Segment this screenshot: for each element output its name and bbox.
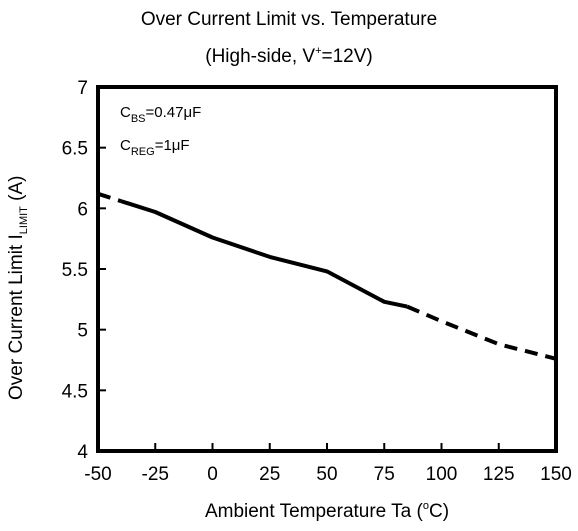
annotation-cbs: CBS=0.47μF — [118, 104, 204, 125]
y-axis-label-prefix: Over Current Limit I — [6, 234, 27, 400]
x-tick-label: -50 — [84, 464, 111, 485]
plot-frame — [96, 85, 558, 453]
x-tick-label: 75 — [374, 464, 395, 485]
series-line-solid — [120, 199, 408, 309]
annotation-creg: CREG=1μF — [118, 137, 192, 158]
x-axis-label: Ambient Temperature Ta (oC) — [98, 500, 556, 523]
x-tick-label: -25 — [142, 464, 169, 485]
y-axis-label-suffix: (A) — [6, 175, 27, 207]
series-lines — [97, 191, 557, 361]
y-tick-label: 7 — [77, 78, 88, 99]
annotation-creg-base: C — [120, 137, 131, 154]
subtitle-superscript: + — [315, 45, 322, 57]
x-tick-label: 0 — [207, 464, 218, 485]
annotation-cbs-base: C — [120, 104, 131, 121]
x-axis-label-suffix: C) — [428, 501, 450, 522]
x-tick-label: 100 — [426, 464, 458, 485]
x-axis-label-superscript: o — [422, 500, 429, 512]
annotation-cbs-value: =0.47μF — [145, 104, 202, 121]
annotation-cbs-subscript: BS — [130, 113, 146, 125]
x-tick-label: 150 — [540, 464, 572, 485]
annotation-creg-subscript: REG — [130, 146, 155, 158]
tick-labels: -50 -25 0 25 50 75 100 125 150 4 4.5 5 5.5 6 6.5 7 — [62, 78, 572, 485]
x-axis-label-prefix: Ambient Temperature Ta ( — [204, 501, 423, 522]
y-tick-label: 5.5 — [62, 260, 88, 281]
x-tick-label: 50 — [316, 464, 337, 485]
y-tick-label: 5 — [77, 321, 88, 342]
y-axis-label-subscript: LIMIT — [18, 206, 30, 235]
x-tick-label: 25 — [259, 464, 280, 485]
x-tick-label: 125 — [483, 464, 515, 485]
chart-subtitle: (High-side, V+=12V) — [0, 45, 578, 68]
y-tick-label: 4 — [77, 442, 88, 463]
series-line-dashed — [406, 304, 557, 361]
y-tick-label: 4.5 — [62, 381, 88, 402]
y-tick-label: 6.5 — [62, 139, 88, 160]
y-axis-label: Over Current Limit ILIMIT (A) — [6, 176, 30, 401]
chart-title: Over Current Limit vs. Temperature — [140, 9, 438, 30]
series-line-dashed — [97, 191, 122, 204]
subtitle-prefix: (High-side, V — [205, 46, 316, 67]
y-tick-label: 6 — [77, 199, 88, 220]
annotation-creg-value: =1μF — [154, 137, 190, 154]
subtitle-suffix: =12V) — [321, 46, 373, 67]
